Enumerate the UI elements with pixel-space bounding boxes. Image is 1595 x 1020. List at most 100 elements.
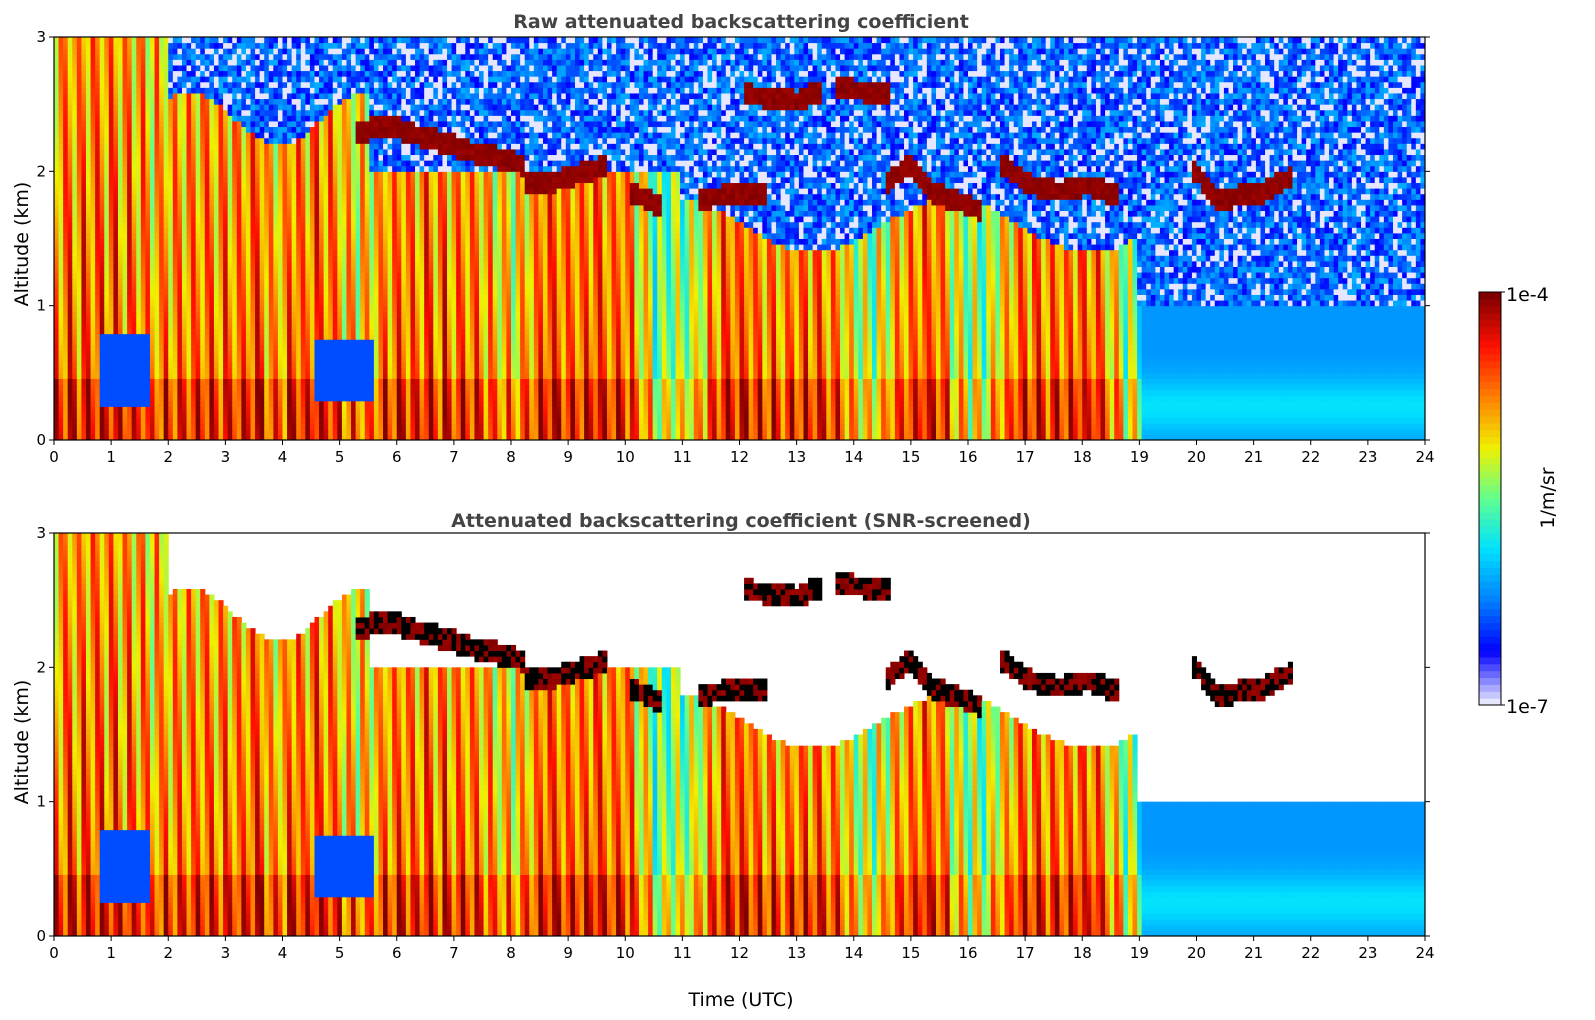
heatmap-cell bbox=[81, 378, 86, 384]
heatmap-cell bbox=[191, 115, 196, 121]
heatmap-cell bbox=[159, 194, 164, 200]
heatmap-cell bbox=[100, 272, 105, 278]
heatmap-cell bbox=[177, 127, 182, 133]
heatmap-cell bbox=[59, 289, 64, 295]
heatmap-cell bbox=[159, 311, 164, 317]
heatmap-cell bbox=[77, 121, 82, 127]
heatmap-cell bbox=[113, 166, 118, 172]
heatmap-cell bbox=[196, 110, 201, 116]
heatmap-cell bbox=[205, 429, 210, 435]
heatmap-cell bbox=[136, 227, 141, 233]
heatmap-cell bbox=[72, 244, 77, 250]
heatmap-cell bbox=[196, 205, 201, 211]
heatmap-cell bbox=[77, 406, 82, 412]
heatmap-cell bbox=[109, 328, 114, 334]
heatmap-cell bbox=[72, 59, 77, 65]
heatmap-cell bbox=[127, 339, 132, 345]
heatmap-cell bbox=[150, 317, 155, 323]
heatmap-cell bbox=[187, 261, 192, 267]
heatmap-cell bbox=[173, 104, 178, 110]
heatmap-cell bbox=[104, 272, 109, 278]
heatmap-cell bbox=[205, 283, 210, 289]
heatmap-cell bbox=[155, 87, 160, 93]
heatmap-cell bbox=[86, 121, 91, 127]
heatmap-cell bbox=[214, 429, 219, 435]
heatmap-cell bbox=[72, 362, 77, 368]
heatmap-cell bbox=[187, 149, 192, 155]
heatmap-cell bbox=[196, 199, 201, 205]
heatmap-cell bbox=[155, 211, 160, 217]
heatmap-cell bbox=[127, 160, 132, 166]
heatmap-cell bbox=[187, 121, 192, 127]
heatmap-cell bbox=[72, 82, 77, 88]
heatmap-cell bbox=[127, 132, 132, 138]
heatmap-cell bbox=[155, 317, 160, 323]
heatmap-cell bbox=[150, 227, 155, 233]
heatmap-cell bbox=[100, 54, 105, 60]
heatmap-cell bbox=[109, 350, 114, 356]
heatmap-cell bbox=[86, 110, 91, 116]
heatmap-cell bbox=[187, 171, 192, 177]
heatmap-cell bbox=[109, 104, 114, 110]
heatmap-cell bbox=[155, 334, 160, 340]
heatmap-cell bbox=[100, 216, 105, 222]
heatmap-cell bbox=[150, 205, 155, 211]
heatmap-cell bbox=[127, 199, 132, 205]
heatmap-cell bbox=[136, 261, 141, 267]
heatmap-cell bbox=[59, 233, 64, 239]
heatmap-cell bbox=[113, 171, 118, 177]
heatmap-cell bbox=[100, 166, 105, 172]
heatmap-cell bbox=[200, 350, 205, 356]
heatmap-cell bbox=[59, 350, 64, 356]
heatmap-cell bbox=[205, 127, 210, 133]
heatmap-cell bbox=[219, 266, 224, 272]
heatmap-cell bbox=[127, 138, 132, 144]
heatmap-cell bbox=[127, 255, 132, 261]
heatmap-cell bbox=[141, 110, 146, 116]
heatmap-cell bbox=[214, 423, 219, 429]
heatmap-cell bbox=[118, 395, 123, 401]
heatmap-cell bbox=[113, 401, 118, 407]
heatmap-cell bbox=[155, 350, 160, 356]
heatmap-cell bbox=[109, 412, 114, 418]
heatmap-cell bbox=[81, 289, 86, 295]
heatmap-cell bbox=[100, 406, 105, 412]
heatmap-cell bbox=[59, 339, 64, 345]
heatmap-cell bbox=[91, 48, 96, 54]
heatmap-cell bbox=[182, 362, 187, 368]
heatmap-cell bbox=[132, 211, 137, 217]
heatmap-cell bbox=[173, 222, 178, 228]
heatmap-cell bbox=[63, 289, 68, 295]
heatmap-cell bbox=[159, 211, 164, 217]
heatmap-cell bbox=[136, 160, 141, 166]
heatmap-cell bbox=[127, 362, 132, 368]
heatmap-cell bbox=[209, 300, 214, 306]
heatmap-cell bbox=[54, 194, 59, 200]
heatmap-cell bbox=[63, 199, 68, 205]
heatmap-cell bbox=[113, 65, 118, 71]
heatmap-cell bbox=[177, 76, 182, 82]
heatmap-cell bbox=[141, 250, 146, 256]
heatmap-cell bbox=[159, 244, 164, 250]
heatmap-cell bbox=[91, 244, 96, 250]
heatmap-cell bbox=[113, 149, 118, 155]
heatmap-cell bbox=[63, 418, 68, 424]
heatmap-cell bbox=[155, 429, 160, 435]
heatmap-cell bbox=[182, 93, 187, 99]
heatmap-cell bbox=[150, 194, 155, 200]
heatmap-cell bbox=[118, 110, 123, 116]
heatmap-cell bbox=[150, 93, 155, 99]
heatmap-cell bbox=[200, 183, 205, 189]
heatmap-cell bbox=[77, 194, 82, 200]
heatmap-cell bbox=[54, 266, 59, 272]
heatmap-cell bbox=[159, 339, 164, 345]
heatmap-cell bbox=[191, 104, 196, 110]
heatmap-cell bbox=[177, 233, 182, 239]
heatmap-cell bbox=[95, 350, 100, 356]
heatmap-cell bbox=[81, 177, 86, 183]
heatmap-cell bbox=[95, 250, 100, 256]
heatmap-cell bbox=[173, 160, 178, 166]
heatmap-cell bbox=[191, 294, 196, 300]
heatmap-cell bbox=[123, 233, 128, 239]
heatmap-cell bbox=[159, 239, 164, 245]
